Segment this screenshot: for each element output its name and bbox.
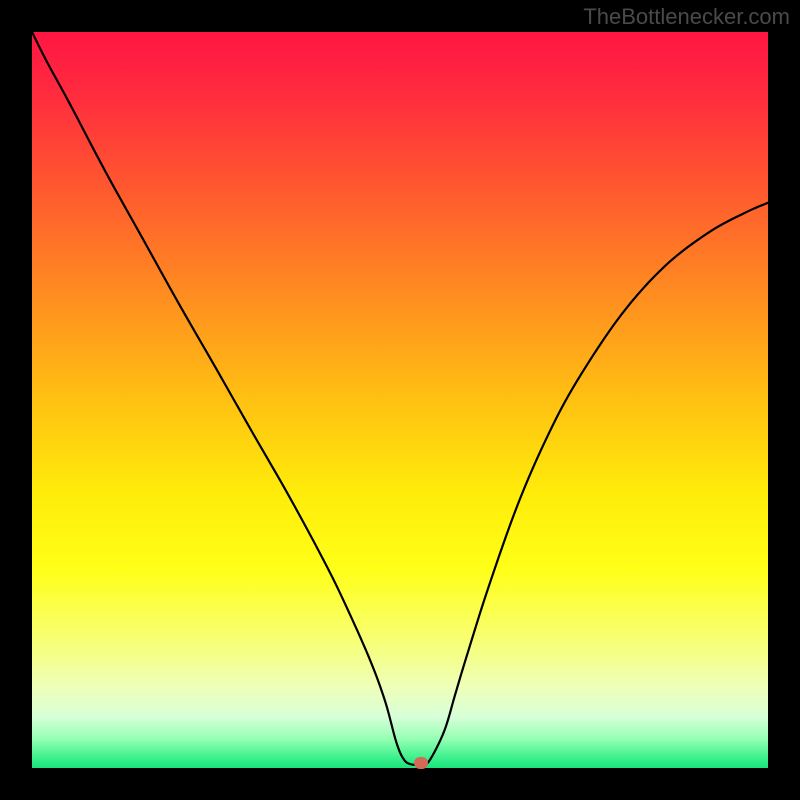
plot-area (32, 32, 768, 768)
curve-path (32, 32, 768, 765)
watermark-text: TheBottlenecker.com (583, 4, 790, 30)
curve-layer (32, 32, 768, 768)
chart-container: TheBottlenecker.com (0, 0, 800, 800)
bottleneck-marker (414, 757, 428, 769)
